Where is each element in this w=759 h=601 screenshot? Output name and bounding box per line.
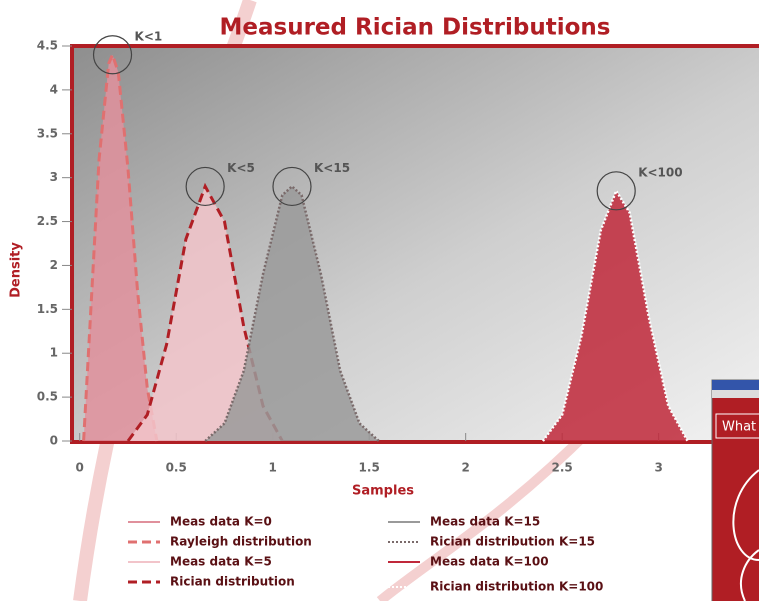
inset-window: What [711,379,759,601]
x-tick-label: 0 [76,461,84,475]
x-tick-label: 0.5 [166,461,187,475]
annotation-circle [272,166,312,207]
y-tick-label: 3 [50,170,58,184]
line [541,188,689,442]
y-tick-label: 4.5 [37,39,58,53]
legend-label: Meas data K=0 [170,515,272,529]
annotation-circle [92,35,133,75]
legend-label: Rayleigh distribution [170,535,312,549]
x-tick-label: 2.5 [552,461,573,475]
chart-title: Measured Rician Distributions [220,15,611,41]
y-tick-label: 0.5 [37,390,58,404]
legend-label: Rician distribution K=15 [430,535,595,549]
y-tick-label: 1 [50,346,58,360]
legend-label: Meas data K=100 [430,555,549,569]
annotation-label: K<5 [227,161,255,175]
inset-frame [711,379,759,601]
y-tick-label: 3.5 [37,126,58,140]
y-axis-label: Density [9,242,24,298]
annotation-label: K<1 [135,29,163,43]
annotation-circle [596,171,636,211]
area [205,186,379,441]
annotation-label: K<100 [638,165,682,179]
y-tick-label: 2 [50,258,58,272]
inset-box [715,413,759,439]
x-tick-label: 1 [269,461,277,475]
inset-menubar [712,390,759,398]
annotation-label: K<15 [314,161,350,175]
inset-text: What [722,420,756,435]
y-tick-label: 4 [50,82,58,96]
legend-label: Rician distribution K=100 [430,580,603,594]
area [83,54,157,442]
legend-label: Meas data K=15 [430,515,540,529]
legend-label: Meas data K=5 [170,555,272,569]
y-tick-label: 0 [50,434,58,448]
x-tick-label: 3 [654,461,662,475]
x-tick-label: 1.5 [359,461,380,475]
background-swoosh [376,426,594,601]
x-axis-label: Samples [352,484,414,499]
annotation-circle [185,166,225,207]
area [542,190,688,441]
line [82,50,159,442]
inset-curve [740,549,759,601]
y-tick-label: 2.5 [37,214,58,228]
x-tick-label: 2 [461,461,469,475]
legend-label: Rician distribution [170,575,295,589]
inset-titlebar [712,380,759,390]
y-tick-label: 1.5 [37,302,58,316]
